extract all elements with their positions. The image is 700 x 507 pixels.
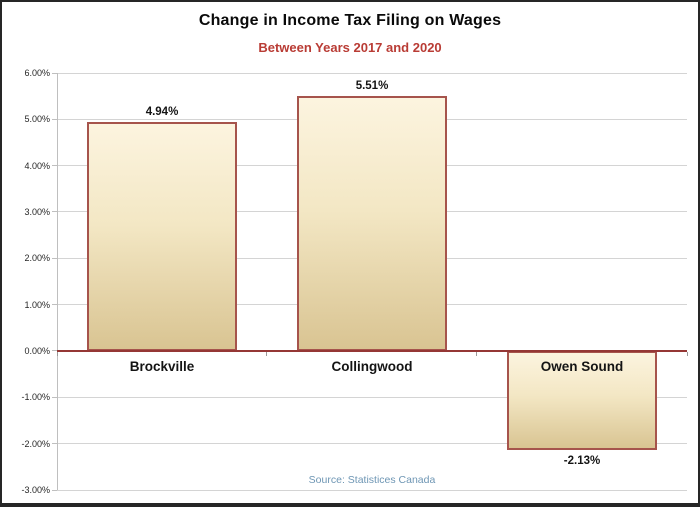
y-axis-tick [52, 211, 57, 213]
y-axis-label: 0.00% [24, 345, 50, 356]
bar-data-label: 5.51% [355, 79, 389, 92]
y-axis-label: 5.00% [24, 114, 50, 125]
category-axis-tick [686, 351, 688, 356]
plot-area: Source: Statistices Canada 6.00% 5.00% 4.0… [21, 68, 688, 495]
y-axis-tick [52, 118, 57, 120]
bar [297, 95, 447, 351]
chart-subtitle: Between Years 2017 and 2020 [258, 40, 442, 55]
y-axis-tick [52, 304, 57, 306]
bar-data-label: -2.13% [563, 454, 601, 467]
bar [507, 350, 657, 450]
y-axis-label: -3.00% [21, 485, 50, 495]
y-axis-label: 4.00% [24, 160, 50, 171]
y-axis-tick [52, 350, 57, 352]
category-axis-tick [476, 351, 478, 356]
category-axis-tick [56, 351, 58, 356]
bar-category-label: Collingwood [331, 358, 413, 374]
y-axis-label: 2.00% [24, 253, 50, 264]
y-axis-tick [52, 443, 57, 445]
y-axis-line [57, 73, 58, 490]
y-axis-label: 1.00% [24, 299, 50, 310]
chart-title: Change in Income Tax Filing on Wages [198, 12, 502, 29]
y-axis-tick [52, 165, 57, 167]
bar-category-label: Brockville [129, 358, 195, 374]
y-axis-tick [52, 489, 57, 491]
y-axis-label: -2.00% [21, 438, 50, 449]
y-axis-tick [52, 396, 57, 398]
gridline [57, 396, 687, 398]
source-caption: Source: Statistices Canada [308, 474, 436, 486]
y-axis-label: 3.00% [24, 206, 50, 217]
bar [87, 122, 237, 351]
bar-category-label: Owen Sound [540, 358, 624, 374]
gridline [57, 489, 687, 491]
gridline [57, 72, 687, 74]
gridline [57, 443, 687, 445]
y-axis-tick [52, 257, 57, 259]
y-axis-tick [52, 72, 57, 74]
zero-line [57, 349, 687, 352]
bar-data-label: 4.94% [145, 106, 179, 119]
y-axis-label: 6.00% [24, 68, 50, 78]
y-axis-label: -1.00% [21, 392, 50, 403]
category-axis-tick [266, 351, 268, 356]
